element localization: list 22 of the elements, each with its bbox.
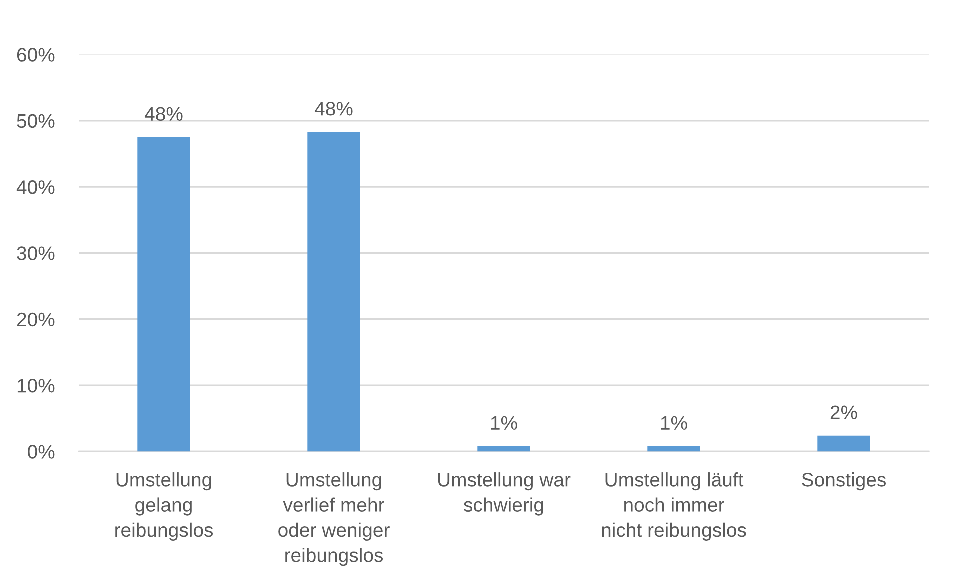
x-tick-label: Umstellung gelang reibungslos <box>116 472 214 541</box>
y-tick-label: 40% <box>16 180 55 194</box>
data-label: 1% <box>661 416 688 430</box>
bar <box>138 137 190 452</box>
data-label: 48% <box>144 107 183 122</box>
bar <box>308 132 360 452</box>
bar <box>818 436 870 452</box>
y-tick-label: 50% <box>17 114 55 128</box>
data-label: 1% <box>491 416 518 430</box>
x-tick-label: Sonstiges <box>802 472 886 491</box>
y-tick-label: 20% <box>17 312 55 327</box>
bar <box>648 446 700 452</box>
y-tick-label: 10% <box>18 379 55 393</box>
y-tick-label: 30% <box>17 246 55 260</box>
bar <box>478 446 530 452</box>
x-tick-label: Umstellung läuft noch immer nicht reibungslos <box>602 472 746 541</box>
data-label: 48% <box>314 102 353 116</box>
x-tick-label: Umstellung war schwierig <box>438 472 571 516</box>
data-label: 2% <box>830 406 858 420</box>
y-tick-label: 0% <box>28 445 55 459</box>
x-tick-label: Umstellung verlief mehr oder weniger reibungslos <box>278 472 390 566</box>
y-tick-label: 60% <box>17 48 55 62</box>
